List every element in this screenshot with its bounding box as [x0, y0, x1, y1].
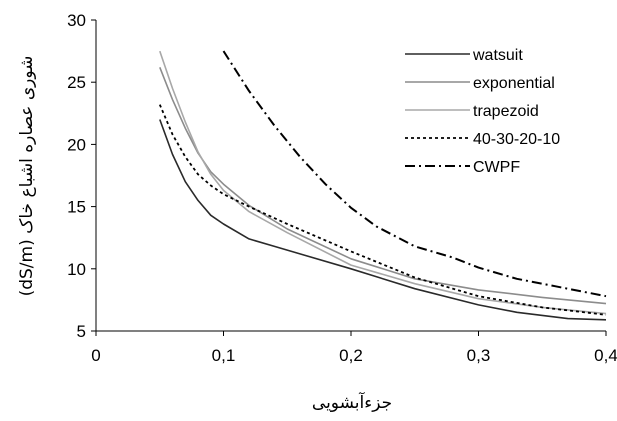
x-tick-label: 0 [91, 346, 100, 365]
x-tick-label: 0,2 [339, 346, 363, 365]
legend-label: CWPF [473, 159, 520, 176]
series-layer [158, 50, 607, 321]
y-tick-label: 30 [67, 11, 86, 30]
x-axis-label: جزءآبشويی [312, 391, 392, 413]
legend-label: watsuit [472, 47, 523, 64]
legend-label: 40-30-20-10 [473, 131, 560, 148]
x-tick-label: 0,1 [212, 346, 236, 365]
y-tick-label: 15 [67, 198, 86, 217]
legend-label: exponential [473, 75, 555, 92]
series-line-cwpf [222, 50, 607, 298]
y-axis-label: (dS/m) شوری عصاره اشباع خاک [17, 56, 37, 297]
y-tick-label: 10 [67, 260, 86, 279]
series-line-exponential [159, 67, 607, 305]
y-tick-label: 5 [77, 322, 86, 341]
x-tick-label: 0,4 [594, 346, 617, 365]
y-axis: 5 10 15 20 25 30 [67, 11, 96, 341]
x-tick-label: 0,3 [467, 346, 491, 365]
series-line-40-30-20-10 [158, 104, 607, 316]
y-tick-label: 20 [67, 135, 86, 154]
series-line-watsuit [159, 119, 607, 321]
legend: watsuit exponential trapezoid 40-30-20-10 CW… [405, 47, 560, 176]
x-axis: 0 0,1 0,2 0,3 0,4 [91, 331, 617, 365]
series-line-trapezoid [159, 50, 607, 315]
legend-label: trapezoid [473, 103, 539, 120]
y-tick-label: 25 [67, 73, 86, 92]
